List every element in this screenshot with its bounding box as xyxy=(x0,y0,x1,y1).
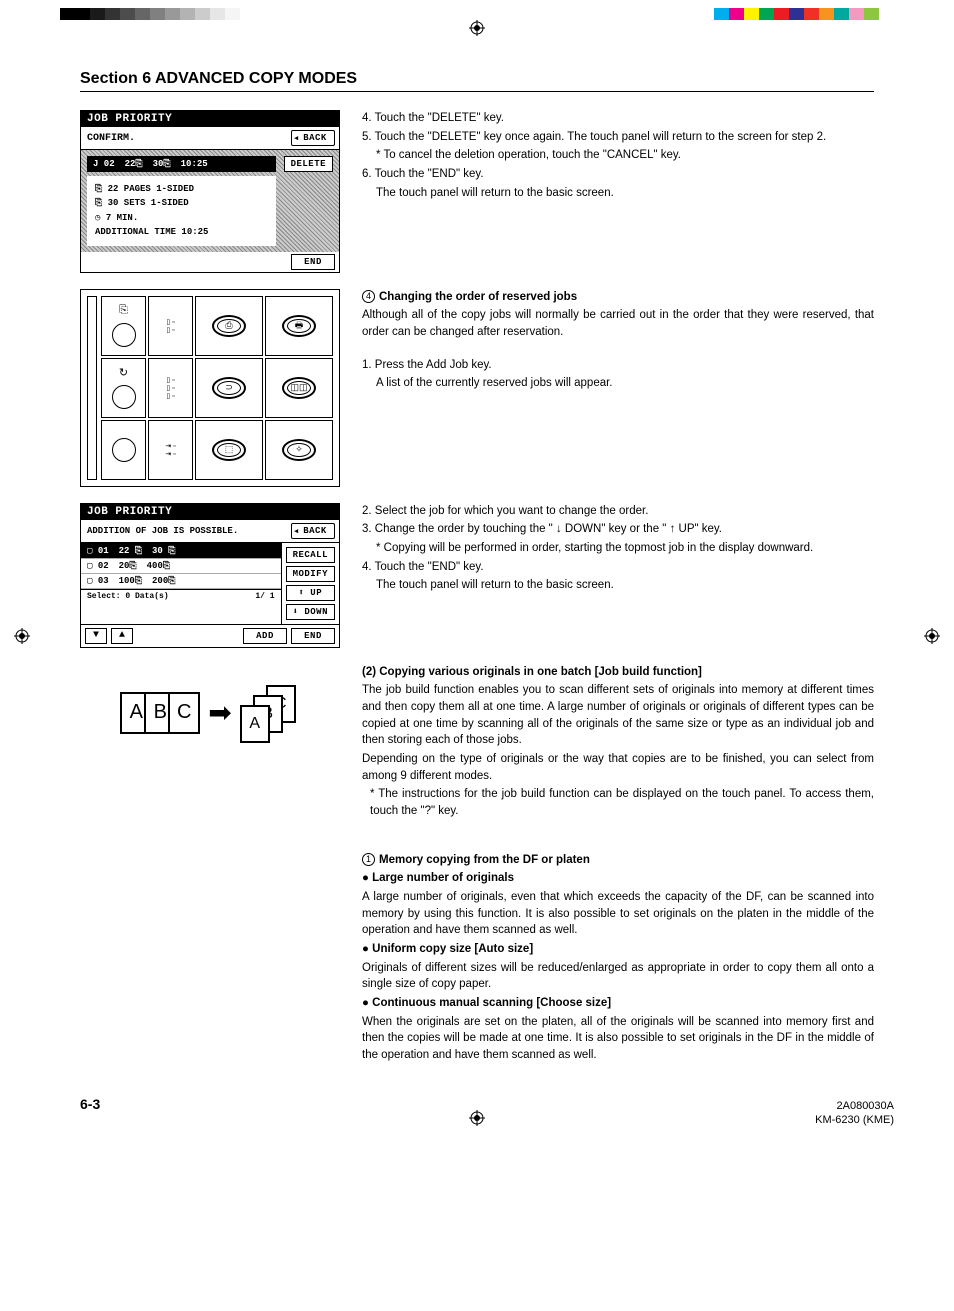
step-note: * To cancel the deletion operation, touc… xyxy=(362,147,874,164)
page-number: 6-3 xyxy=(80,1096,874,1112)
step-text: 5. Touch the "DELETE" key once again. Th… xyxy=(362,129,874,146)
select-label: Select: 0 Data(s) xyxy=(87,592,169,601)
body-text: The job build function enables you to sc… xyxy=(362,682,874,749)
recall-button[interactable]: RECALL xyxy=(286,547,335,563)
body-text: Originals of different sizes will be red… xyxy=(362,960,874,993)
end-button[interactable]: END xyxy=(291,628,335,644)
step-text: 2. Select the job for which you want to … xyxy=(362,503,874,520)
step-note: The touch panel will return to the basic… xyxy=(362,185,874,202)
step-text: 1. Press the Add Job key. xyxy=(362,357,874,374)
bullet-heading: ● Continuous manual scanning [Choose siz… xyxy=(362,995,874,1012)
back-button[interactable]: BACK xyxy=(291,130,335,146)
end-button[interactable]: END xyxy=(291,254,335,270)
body-text: * The instructions for the job build fun… xyxy=(362,786,874,819)
lcd-header: JOB PRIORITY xyxy=(81,111,339,127)
job-list-row[interactable]: ▢ 0122 ⎘30 ⎘ xyxy=(81,544,281,559)
job-row: J 02 22⎘ 30⎘ 10:25 xyxy=(87,156,276,172)
add-button[interactable]: ADD xyxy=(243,628,287,644)
bullet-heading: ● Large number of originals xyxy=(362,870,874,887)
subsection-heading: (2) Copying various originals in one bat… xyxy=(362,664,874,681)
lcd-subhead: CONFIRM. xyxy=(87,133,135,144)
lcd-confirm-panel: JOB PRIORITY CONFIRM. BACK J 02 22⎘ 30⎘ … xyxy=(80,110,340,273)
bullet-heading: ● Uniform copy size [Auto size] xyxy=(362,941,874,958)
job-list-row[interactable]: ▢ 03100⎘200⎘ xyxy=(81,574,281,589)
job-build-diagram: A B C ➡ C B A xyxy=(80,664,340,762)
calibration-colorbar xyxy=(0,8,954,20)
body-text: When the originals are set on the platen… xyxy=(362,1014,874,1064)
section-heading: Section 6 ADVANCED COPY MODES xyxy=(80,70,874,92)
step-text: 3. Change the order by touching the " ↓ … xyxy=(362,521,874,538)
step-note: * Copying will be performed in order, st… xyxy=(362,540,874,557)
page-count: 1/ 1 xyxy=(255,592,274,601)
step-text: 4. Touch the "END" key. xyxy=(362,559,874,576)
lcd-header: JOB PRIORITY xyxy=(81,504,339,520)
job-list-row[interactable]: ▢ 0220⎘400⎘ xyxy=(81,559,281,574)
scroll-up-button[interactable]: ▲ xyxy=(111,628,133,644)
scroll-down-button[interactable]: ▼ xyxy=(85,628,107,644)
modify-button[interactable]: MODIFY xyxy=(286,566,335,582)
step-text: 4. Touch the "DELETE" key. xyxy=(362,110,874,127)
body-text: Although all of the copy jobs will norma… xyxy=(362,307,874,340)
down-button[interactable]: ⬇ DOWN xyxy=(286,604,335,620)
subsection-heading: 4Changing the order of reserved jobs xyxy=(362,289,874,306)
back-button[interactable]: BACK xyxy=(291,523,335,539)
lcd-subhead: ADDITION OF JOB IS POSSIBLE. xyxy=(87,526,238,536)
arrow-icon: ➡ xyxy=(208,696,231,729)
document-id: 2A080030A KM-6230 (KME) xyxy=(815,1099,894,1128)
step-text: 6. Touch the "END" key. xyxy=(362,166,874,183)
step-note: The touch panel will return to the basic… xyxy=(362,577,874,594)
body-text: A large number of originals, even that w… xyxy=(362,889,874,939)
copier-keypad-diagram: ⎘ ▯ ▫▯ ▫ ⎙ 🖶 ↻ ▯ ▫▯ ▫▯ ▫ ⊃ ◫◫ ⇥ ▫⇥ ▫ ⬚ ✧ xyxy=(80,289,340,487)
job-info: ⎘ 22 PAGES 1-SIDED ⎘ 30 SETS 1-SIDED ◷ 7… xyxy=(87,176,276,246)
step-note: A list of the currently reserved jobs wi… xyxy=(362,375,874,392)
delete-button[interactable]: DELETE xyxy=(284,156,333,172)
subsection-heading: 1Memory copying from the DF or platen xyxy=(362,852,874,869)
up-button[interactable]: ⬆ UP xyxy=(286,585,335,601)
lcd-joblist-panel: JOB PRIORITY ADDITION OF JOB IS POSSIBLE… xyxy=(80,503,340,648)
body-text: Depending on the type of originals or th… xyxy=(362,751,874,784)
